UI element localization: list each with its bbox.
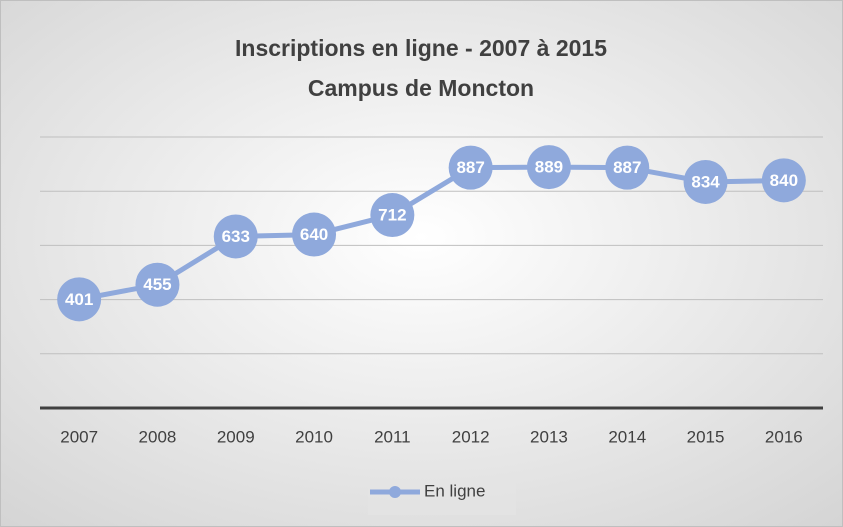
line bbox=[78, 164, 784, 302]
x-tick-label: 2014 bbox=[608, 427, 646, 446]
x-tick-label: 2013 bbox=[530, 427, 568, 446]
legend-label: En ligne bbox=[424, 481, 485, 500]
data-label: 455 bbox=[143, 275, 171, 294]
data-label: 640 bbox=[300, 225, 328, 244]
marker bbox=[370, 193, 415, 238]
data-label: 633 bbox=[222, 227, 250, 246]
marker bbox=[57, 277, 102, 322]
x-tick-label: 2010 bbox=[295, 427, 333, 446]
chart-title: Inscriptions en ligne - 2007 à 2015 bbox=[235, 35, 607, 61]
data-label: 887 bbox=[456, 158, 484, 177]
data-label: 889 bbox=[535, 158, 563, 177]
marker bbox=[605, 145, 650, 190]
data-label: 840 bbox=[770, 171, 798, 190]
x-tick-label: 2015 bbox=[687, 427, 725, 446]
data-label: 887 bbox=[613, 158, 641, 177]
chart-subtitle: Campus de Moncton bbox=[308, 75, 534, 101]
x-tick-label: 2016 bbox=[765, 427, 803, 446]
x-tick-label: 2011 bbox=[374, 427, 411, 446]
data-label: 834 bbox=[691, 172, 720, 191]
x-tick-label: 2007 bbox=[60, 427, 98, 446]
data-label: 712 bbox=[378, 206, 406, 225]
marker bbox=[292, 212, 337, 257]
marker bbox=[526, 145, 571, 190]
x-tick-label: 2012 bbox=[452, 427, 490, 446]
marker bbox=[213, 214, 258, 259]
data-label: 401 bbox=[65, 290, 93, 309]
marker bbox=[761, 158, 806, 203]
marker bbox=[135, 262, 180, 307]
x-tick-label: 2008 bbox=[139, 427, 177, 446]
marker bbox=[683, 159, 728, 204]
x-tick-label: 2009 bbox=[217, 427, 255, 446]
marker bbox=[448, 145, 493, 190]
legend-marker bbox=[389, 486, 401, 498]
